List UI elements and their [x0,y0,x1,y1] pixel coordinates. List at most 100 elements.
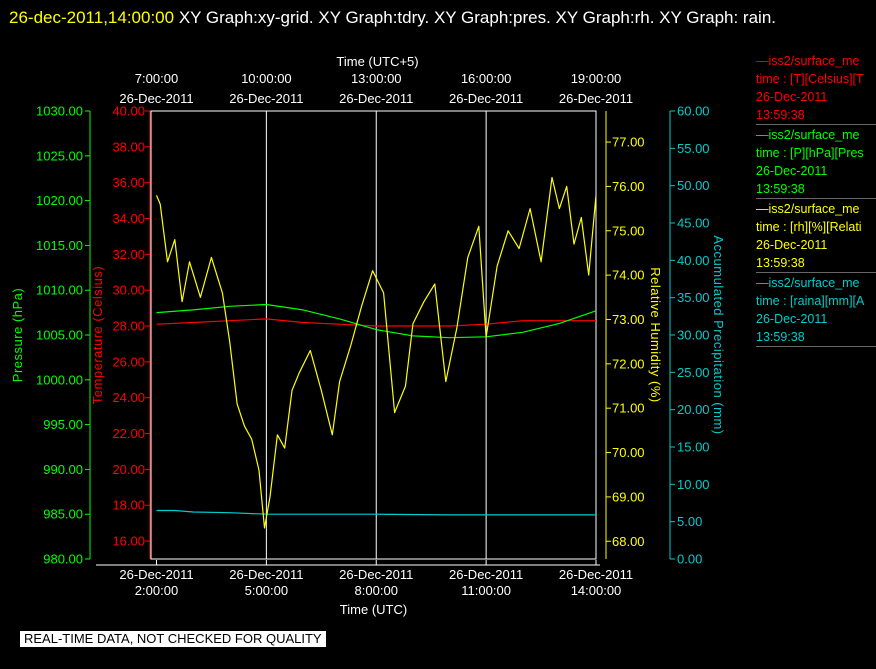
rain-tick-label: 55.00 [677,141,710,156]
rain-tick-label: 10.00 [677,477,710,492]
temperature-tick-label: 24.00 [112,390,145,405]
temperature-tick-label: 16.00 [112,534,145,549]
temperature-series-line [156,318,596,327]
humidity-tick-label: 70.00 [612,445,645,460]
legend-time: 13:59:38 [756,330,805,344]
pressure-tick-label: 980.00 [43,552,83,567]
humidity-series-line [155,176,597,529]
legend-date: 26-Dec-2011 [756,312,828,326]
legend-field: time : [T][Celsius][T [756,72,864,86]
pressure-tick-label: 995.00 [43,417,83,432]
temperature-tick-label: 32.00 [112,247,145,262]
x-tick-label: 11:00:00 [461,583,511,598]
legend-field: time : [P][hPa][Pres [756,146,864,160]
x-top-tick-label: 26-Dec-2011 [559,91,633,106]
x-top-tick-label: 19:00:00 [571,71,622,86]
temperature-tick-label: 30.00 [112,283,145,298]
x-tick-label: 5:00:00 [245,583,288,598]
x-top-tick-label: 26-Dec-2011 [229,91,303,106]
x-top-tick-label: 26-Dec-2011 [449,91,523,106]
pressure-tick-label: 990.00 [43,462,83,477]
pressure-tick-label: 1000.00 [36,372,83,387]
humidity-tick-label: 68.00 [612,534,645,549]
rain-tick-label: 30.00 [677,328,710,343]
temperature-tick-label: 26.00 [112,354,145,369]
plot-frame [150,110,597,560]
x-tick-label: 2:00:00 [135,583,178,598]
humidity-tick-label: 75.00 [612,223,645,238]
temperature-axis-title: Temperature (Celsius) [90,266,105,404]
pressure-tick-label: 1010.00 [36,283,83,298]
rain-axis-title: Accumulated Precipitation (mm) [711,235,726,434]
x-tick-label: 26-Dec-2011 [559,567,633,582]
rain-tick-label: 40.00 [677,253,710,268]
humidity-axis-title: Relative Humidity (%) [648,267,663,402]
temperature-tick-label: 36.00 [112,175,145,190]
temperature-tick-label: 18.00 [112,498,145,513]
temperature-tick-label: 22.00 [112,426,145,441]
legend-field: time : [raina][mm][A [756,294,865,308]
legend-date: 26-Dec-2011 [756,238,828,252]
rain-tick-label: 60.00 [677,104,710,119]
legend-date: 26-Dec-2011 [756,164,828,178]
rain-tick-label: 15.00 [677,440,710,455]
x-tick-label: 8:00:00 [355,583,398,598]
rain-tick-label: 0.00 [677,552,702,567]
rain-tick-label: 45.00 [677,216,710,231]
x-tick-label: 26-Dec-2011 [449,567,523,582]
pressure-tick-label: 1020.00 [36,193,83,208]
legend-title: —iss2/surface_me [756,276,860,290]
x-axis-title-top: Time (UTC+5) [336,54,418,69]
humidity-tick-label: 69.00 [612,489,645,504]
humidity-tick-label: 77.00 [612,135,645,150]
temperature-tick-label: 38.00 [112,139,145,154]
humidity-tick-label: 72.00 [612,356,645,371]
x-top-tick-label: 7:00:00 [135,71,178,86]
humidity-tick-label: 74.00 [612,268,645,283]
rain-series-line [156,509,596,516]
pressure-tick-label: 985.00 [43,507,83,522]
rain-tick-label: 5.00 [677,514,702,529]
graph-title: 26-dec-2011,14:00:00 XY Graph:xy-grid. X… [9,3,869,32]
x-top-tick-label: 26-Dec-2011 [339,91,413,106]
legend-date: 26-Dec-2011 [756,90,828,104]
temperature-tick-label: 40.00 [112,104,145,119]
humidity-tick-label: 71.00 [612,401,645,416]
rain-tick-label: 20.00 [677,402,710,417]
quality-banner: REAL-TIME DATA, NOT CHECKED FOR QUALITY [20,631,326,647]
x-top-tick-label: 26-Dec-2011 [119,91,193,106]
pressure-tick-label: 1015.00 [36,238,83,253]
pressure-series-line [156,303,597,339]
x-tick-label: 26-Dec-2011 [339,567,413,582]
x-top-tick-label: 13:00:00 [351,71,402,86]
humidity-tick-label: 73.00 [612,312,645,327]
x-tick-label: 26-Dec-2011 [229,567,303,582]
x-tick-label: 26-Dec-2011 [119,567,193,582]
pressure-tick-label: 1030.00 [36,104,83,119]
rain-tick-label: 35.00 [677,290,710,305]
temperature-tick-label: 34.00 [112,211,145,226]
legend-field: time : [rh][%][Relati [756,220,862,234]
x-top-tick-label: 10:00:00 [241,71,292,86]
rain-tick-label: 50.00 [677,178,710,193]
title-graph-list: XY Graph:xy-grid. XY Graph:tdry. XY Grap… [174,8,777,27]
x-tick-label: 14:00:00 [571,583,622,598]
temperature-tick-label: 20.00 [112,462,145,477]
pressure-axis-title: Pressure (hPa) [10,288,25,382]
legend-title: —iss2/surface_me [756,54,860,68]
legend-time: 13:59:38 [756,108,805,122]
legend-title: —iss2/surface_me [756,202,860,216]
humidity-tick-label: 76.00 [612,179,645,194]
pressure-tick-label: 1005.00 [36,328,83,343]
title-datetime: 26-dec-2011,14:00:00 [9,8,175,27]
x-axis-title: Time (UTC) [340,602,407,617]
legend-title: —iss2/surface_me [756,128,860,142]
x-top-tick-label: 16:00:00 [461,71,512,86]
legend-time: 13:59:38 [756,182,805,196]
pressure-tick-label: 1025.00 [36,148,83,163]
